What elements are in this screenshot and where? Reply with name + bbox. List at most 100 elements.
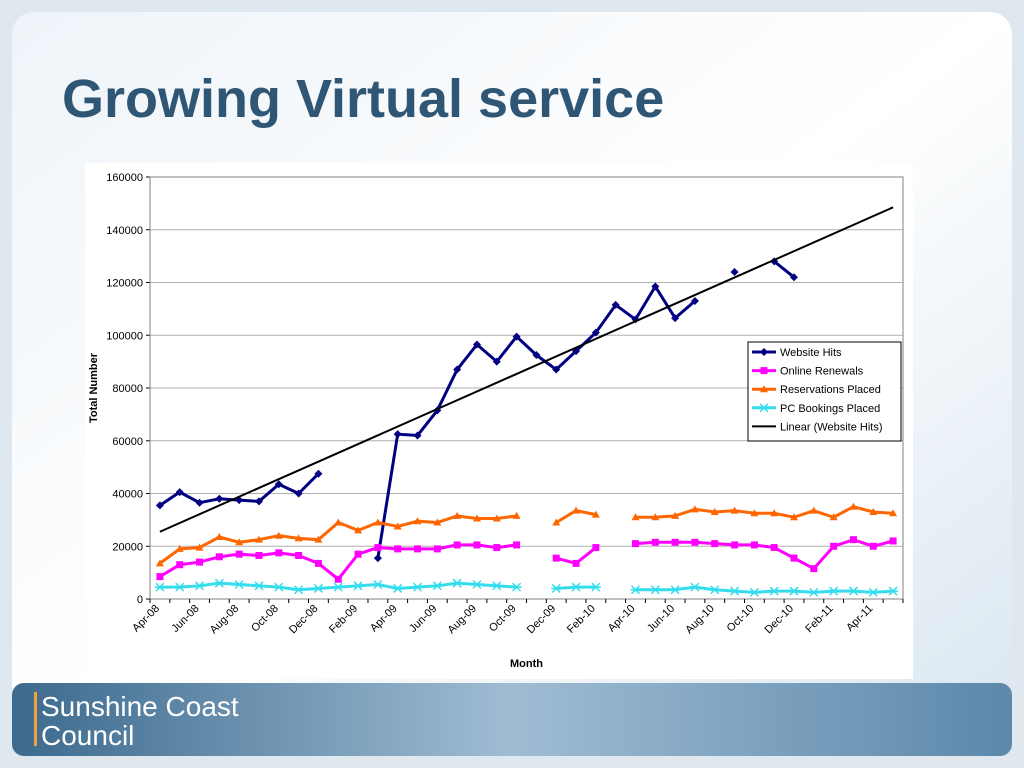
marker [273, 582, 284, 592]
marker [868, 587, 879, 597]
marker [372, 579, 383, 590]
marker [651, 538, 659, 546]
marker [195, 498, 204, 507]
marker [651, 513, 660, 521]
marker [759, 403, 769, 413]
y-tick-label: 60000 [112, 436, 143, 448]
marker [770, 509, 779, 517]
marker [254, 535, 263, 543]
marker [155, 559, 164, 567]
marker [255, 551, 263, 559]
marker [354, 526, 363, 534]
y-axis-label: Total Number [88, 352, 100, 423]
marker [690, 296, 699, 305]
y-tick-label: 100000 [106, 330, 143, 342]
marker [156, 573, 164, 581]
marker [590, 582, 601, 592]
marker [215, 533, 224, 541]
marker [690, 505, 699, 513]
slide-title: Growing Virtual service [62, 69, 664, 129]
marker [334, 518, 343, 526]
marker [473, 541, 481, 549]
marker [176, 561, 184, 569]
marker [849, 536, 857, 544]
marker [552, 554, 560, 562]
marker [294, 489, 303, 498]
marker [294, 534, 303, 542]
marker [491, 581, 502, 591]
marker [314, 535, 323, 543]
marker [830, 542, 838, 550]
marker [572, 506, 581, 514]
marker [412, 582, 423, 592]
marker [394, 545, 402, 553]
marker [432, 581, 443, 591]
marker [789, 586, 800, 596]
marker [889, 537, 897, 545]
marker [790, 554, 798, 562]
marker [235, 538, 244, 546]
marker [492, 357, 501, 366]
marker [433, 518, 442, 526]
marker [571, 582, 582, 592]
marker [671, 538, 679, 546]
y-tick-label: 140000 [106, 225, 143, 237]
marker [651, 282, 660, 291]
y-tick-label: 160000 [106, 172, 143, 184]
marker [513, 541, 521, 549]
marker [414, 545, 422, 553]
marker [869, 507, 878, 515]
marker [214, 578, 225, 588]
y-tick-label: 120000 [106, 278, 143, 290]
marker [194, 581, 205, 591]
marker [551, 583, 562, 593]
marker [453, 541, 461, 549]
marker [274, 531, 283, 539]
marker [731, 541, 739, 549]
marker [591, 510, 600, 518]
marker [234, 579, 245, 590]
footer-band [12, 683, 1012, 756]
marker [175, 544, 184, 552]
marker [670, 585, 681, 595]
marker [809, 506, 818, 514]
marker [453, 365, 462, 374]
legend-label: Website Hits [780, 347, 842, 359]
marker [552, 518, 561, 526]
marker [591, 328, 600, 337]
marker [671, 314, 680, 323]
marker [760, 367, 768, 375]
marker [650, 585, 661, 595]
marker [155, 501, 164, 510]
marker [770, 544, 778, 552]
marker [869, 542, 877, 550]
marker [709, 585, 720, 595]
y-tick-label: 20000 [112, 541, 143, 553]
marker [373, 554, 382, 563]
marker [790, 513, 799, 521]
marker [195, 543, 204, 551]
marker [196, 558, 204, 566]
marker [275, 549, 283, 557]
marker [175, 488, 184, 497]
logo-bar [34, 692, 37, 746]
marker [671, 511, 680, 519]
marker [393, 522, 402, 530]
marker [274, 480, 283, 489]
x-axis-label: Month [510, 658, 543, 670]
marker [472, 514, 481, 522]
legend-label: Reservations Placed [780, 384, 881, 396]
marker [769, 586, 780, 596]
marker [453, 511, 462, 519]
marker [711, 540, 719, 548]
marker [750, 541, 758, 549]
marker [333, 582, 344, 592]
marker [710, 507, 719, 515]
marker [760, 385, 768, 393]
trendline [159, 206, 894, 533]
marker [810, 565, 818, 573]
marker [511, 582, 522, 592]
marker [215, 553, 223, 561]
marker [392, 583, 403, 593]
